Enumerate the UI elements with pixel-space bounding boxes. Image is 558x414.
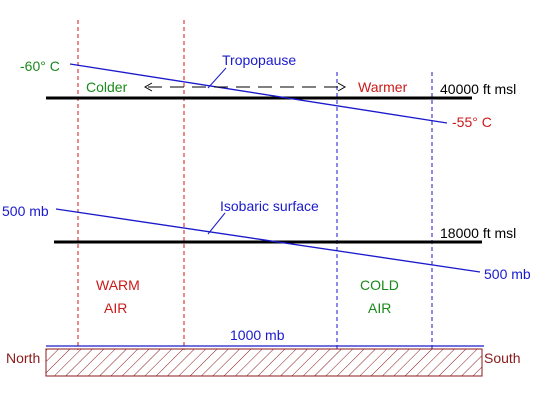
warmer-label: Warmer bbox=[358, 79, 408, 95]
isobaric-leader bbox=[207, 212, 226, 235]
colder-label: Colder bbox=[86, 79, 128, 95]
warm-air-label-2: AIR bbox=[104, 300, 127, 316]
north-label: North bbox=[6, 350, 40, 366]
temp-label-right: -55° C bbox=[452, 114, 492, 130]
pressure-label-left: 500 mb bbox=[2, 203, 49, 219]
arrow-right-head bbox=[337, 82, 347, 92]
tropopause-line bbox=[69, 63, 448, 124]
temp-label-left: -60° C bbox=[20, 58, 60, 74]
altitude-label-40000: 40000 ft msl bbox=[440, 81, 516, 97]
arrow-left-head bbox=[143, 82, 153, 92]
isobaric-surface-line bbox=[55, 208, 481, 273]
altitude-label-18000: 18000 ft msl bbox=[440, 225, 516, 241]
cold-air-label-2: AIR bbox=[368, 300, 391, 316]
isobaric-label: Isobaric surface bbox=[220, 198, 319, 214]
surface-pressure-label: 1000 mb bbox=[230, 327, 285, 343]
tropopause-leader bbox=[207, 67, 227, 89]
pressure-label-right: 500 mb bbox=[484, 266, 531, 282]
tropopause-label: Tropopause bbox=[222, 52, 296, 68]
south-label: South bbox=[484, 350, 521, 366]
warm-air-label-1: WARM bbox=[96, 277, 140, 293]
ground-hatched bbox=[45, 348, 483, 377]
cold-air-label-1: COLD bbox=[360, 277, 399, 293]
